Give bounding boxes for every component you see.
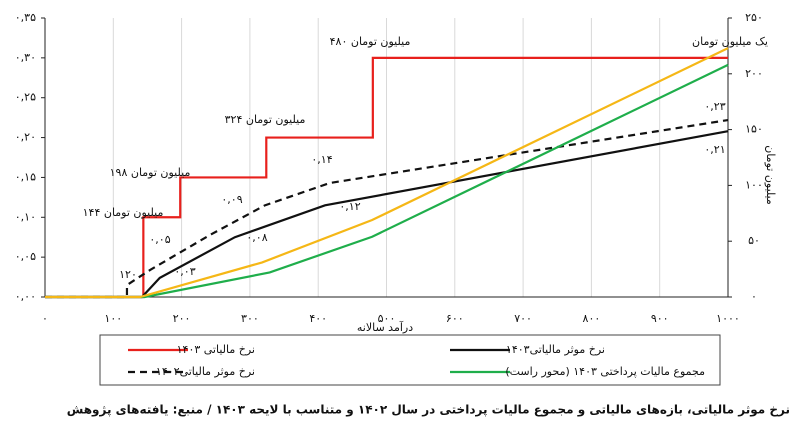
annotation: ۱۴۴ میلیون تومان <box>83 206 164 219</box>
annotation: ۰,۲۱ <box>704 143 725 156</box>
y2-tick-label: ۰ <box>751 290 757 303</box>
y-tick-label: ۰,۱۵ <box>15 170 36 183</box>
x-tick-label: ۵۰۰ <box>378 312 396 325</box>
annotation: ۱۲۰ <box>119 268 137 281</box>
y-tick-label: ۰,۲۰ <box>15 131 36 144</box>
legend-label: نرخ موثر مالیاتی۱۴۰۳ <box>506 343 605 356</box>
y-tick-label: ۰,۲۵ <box>15 91 36 104</box>
x-tick-label: ۱۰۰۰ <box>716 312 740 325</box>
y2-tick-label: ۲۵۰ <box>745 11 763 24</box>
y2-tick-label: ۵۰ <box>748 234 760 247</box>
y2-tick-label: ۱۵۰ <box>745 123 763 136</box>
y2-axis-label: میلیون تومان <box>764 145 777 205</box>
legend-label: مجموع مالیات پرداختی ۱۴۰۳ (محور راست) <box>505 365 705 378</box>
annotation: ۰,۰۳ <box>174 265 195 278</box>
series-line <box>45 56 728 299</box>
y-tick-label: ۰,۰۵ <box>15 250 36 263</box>
x-tick-label: ۲۰۰ <box>173 312 191 325</box>
x-tick-label: ۹۰۰ <box>651 312 669 325</box>
annotation: ۱۹۸ میلیون تومان <box>110 166 191 179</box>
legend-label: نرخ موثر مالیاتی۱۴۰۲ <box>156 365 255 378</box>
annotation: یک میلیون تومان <box>692 35 768 48</box>
series-line <box>45 47 729 299</box>
x-tick-label: ۴۰۰ <box>309 312 327 325</box>
annotation: ۰,۰۵ <box>149 233 170 246</box>
x-tick-label: ۸۰۰ <box>583 312 601 325</box>
y2-tick-label: ۱۰۰ <box>745 178 763 191</box>
x-tick-label: ۷۰۰ <box>514 312 532 325</box>
y2-tick-label: ۲۰۰ <box>745 67 763 80</box>
x-axis-label: درآمد سالانه <box>357 320 413 334</box>
legend-label: نرخ مالیاتی ۱۴۰۳ <box>177 343 255 356</box>
annotation: ۳۲۴ میلیون تومان <box>225 113 306 126</box>
series-line <box>45 118 729 299</box>
x-tick-label: ۰ <box>42 312 48 325</box>
annotation: ۰,۰۹ <box>221 193 242 206</box>
y-tick-label: ۰,۱۰ <box>15 210 36 223</box>
annotation: ۰,۱۲ <box>339 200 360 213</box>
x-tick-label: ۱۰۰ <box>104 312 122 325</box>
y-tick-label: ۰,۰۰ <box>15 290 36 303</box>
caption: نرخ موثر مالیاتی، بازه‌های مالیاتی و مجم… <box>67 403 790 418</box>
legend-box <box>99 334 721 386</box>
annotation: ۴۸۰ میلیون تومان <box>330 35 411 48</box>
annotation: ۰,۱۴ <box>311 153 332 166</box>
y-tick-label: ۰,۳۰ <box>15 51 36 64</box>
annotation: ۰,۰۸ <box>246 231 267 244</box>
x-tick-label: ۶۰۰ <box>446 312 464 325</box>
x-tick-label: ۳۰۰ <box>241 312 259 325</box>
y-tick-label: ۰,۳۵ <box>15 11 36 24</box>
annotation: ۰,۲۳ <box>704 100 725 113</box>
